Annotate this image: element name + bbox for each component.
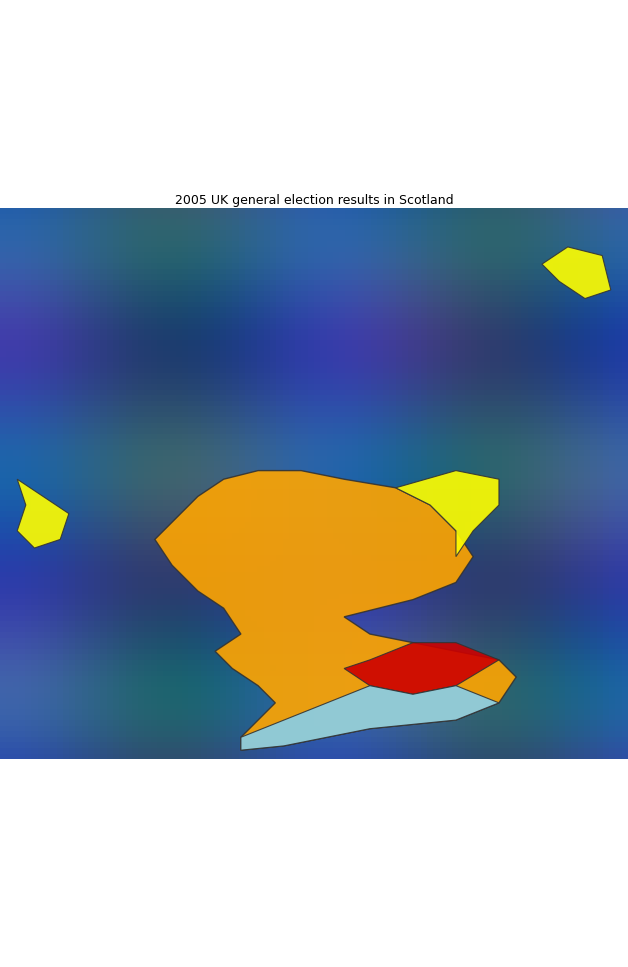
Polygon shape (17, 480, 69, 548)
Polygon shape (155, 471, 516, 750)
Polygon shape (396, 471, 499, 557)
Polygon shape (542, 247, 611, 299)
Polygon shape (344, 643, 499, 694)
Title: 2005 UK general election results in Scotland: 2005 UK general election results in Scot… (175, 194, 453, 207)
Polygon shape (241, 686, 499, 750)
